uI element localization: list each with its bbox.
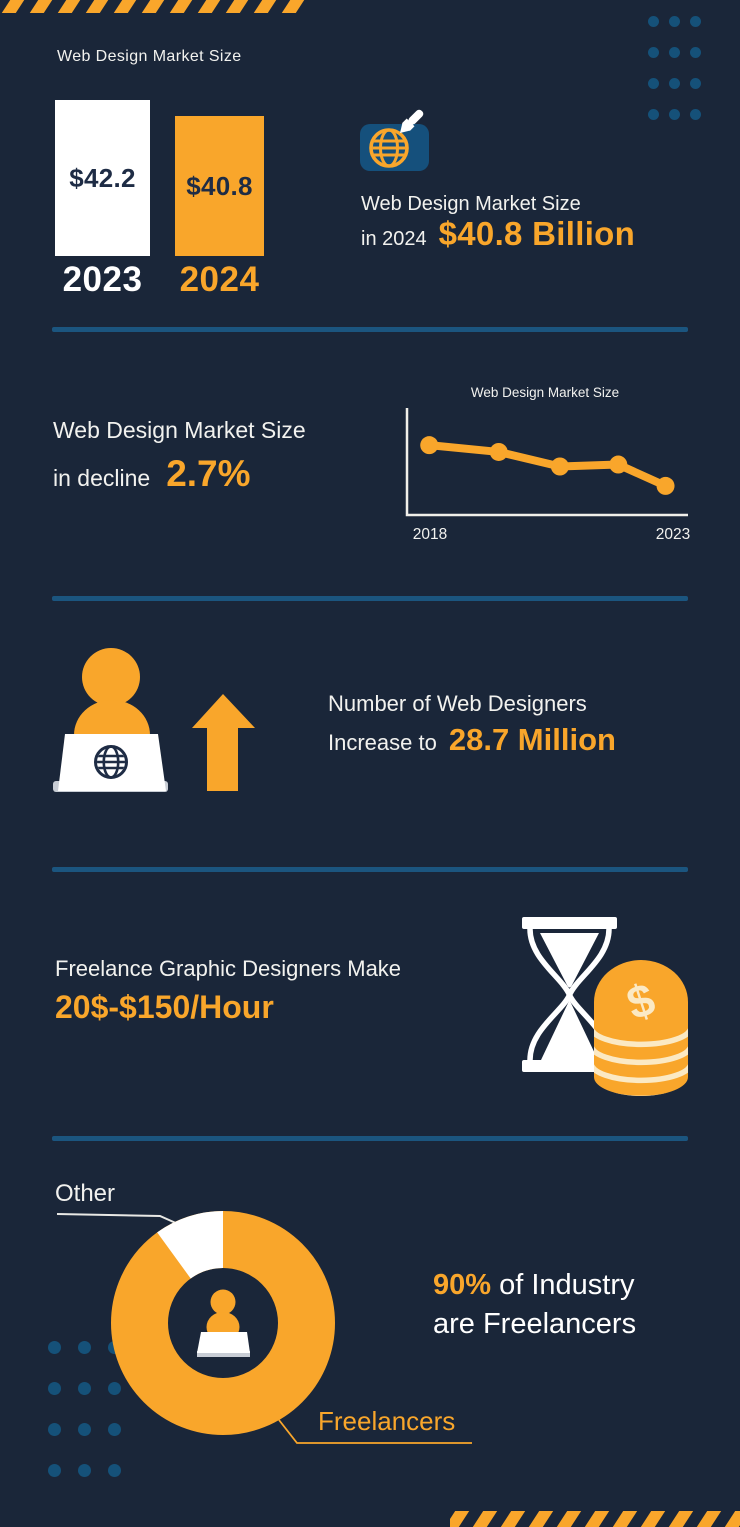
designers-line2: Increase to <box>328 730 437 755</box>
market-size-callout: Web Design Market Size in 2024 $40.8 Bil… <box>361 190 635 254</box>
chart-axes <box>405 408 688 517</box>
line-point-markers <box>420 436 675 495</box>
designers-statement: Number of Web Designers Increase to 28.7… <box>328 688 616 758</box>
bar-2024-label: 2024 <box>179 260 260 299</box>
line-series <box>425 441 670 490</box>
freelancer-person-icon <box>197 1289 250 1357</box>
callout-line2: in 2024 <box>361 228 427 250</box>
hourglass-icon <box>522 917 617 1072</box>
decline-line1: Web Design Market Size <box>53 417 306 443</box>
designer-at-laptop-icon <box>53 648 255 792</box>
line-chart-title: Web Design Market Size <box>471 385 619 400</box>
donut-slice-other <box>157 1211 223 1279</box>
x-tick-2023: 2023 <box>656 526 690 543</box>
bar-2023-label: 2023 <box>62 260 143 299</box>
coin-stack-icon: $ <box>594 960 688 1096</box>
designers-count: 28.7 Million <box>448 722 616 757</box>
freelancers-statement: 90% of Industry are Freelancers <box>433 1266 636 1344</box>
callout-line1: Web Design Market Size <box>361 193 581 215</box>
x-tick-2018: 2018 <box>413 526 447 543</box>
decline-line2: in decline <box>53 465 151 491</box>
dots-grid-bottom-left-decoration <box>48 1341 121 1477</box>
rates-value: 20$-$150/Hour <box>55 989 274 1025</box>
bar-2023-value: $42.2 <box>69 162 136 193</box>
bar-2024: $40.8 <box>175 116 264 256</box>
dots-grid-top-right-decoration <box>648 16 701 120</box>
section-divider <box>52 327 688 332</box>
freelancers-line1-rest: of Industry <box>491 1269 635 1301</box>
freelancers-line2: are Freelancers <box>433 1308 637 1340</box>
market-size-value: $40.8 Billion <box>438 215 636 252</box>
section-divider <box>52 1136 688 1141</box>
section-divider <box>52 596 688 601</box>
up-arrow-icon <box>192 694 255 791</box>
decline-percent: 2.7% <box>166 453 251 494</box>
donut-chart <box>56 1211 472 1444</box>
paintbrush-icon <box>400 109 424 133</box>
diagonal-stripes-top-decoration <box>1 0 305 13</box>
diagonal-stripes-bottom-decoration <box>450 1511 740 1527</box>
donut-label-freelancers: Freelancers <box>318 1406 456 1436</box>
globe-paintbrush-icon <box>360 109 429 171</box>
freelancers-callout-line <box>278 1419 472 1444</box>
laptop-globe-icon <box>94 745 128 779</box>
bar-chart-title: Web Design Market Size <box>57 48 242 65</box>
freelancers-percent: 90% <box>433 1269 492 1301</box>
rates-statement: Freelance Graphic Designers Make 20$-$15… <box>55 953 401 1023</box>
donut-label-other: Other <box>55 1180 116 1207</box>
designers-line1: Number of Web Designers <box>328 691 587 716</box>
bar-2024-value: $40.8 <box>186 170 253 201</box>
section-divider <box>52 867 688 872</box>
rates-line1: Freelance Graphic Designers Make <box>55 956 402 981</box>
decline-line-chart: Web Design Market Size 2018 2023 <box>405 385 690 543</box>
other-callout-line <box>56 1213 179 1225</box>
decline-statement: Web Design Market Size in decline 2.7% <box>53 413 306 495</box>
bar-2023: $42.2 <box>55 100 150 256</box>
